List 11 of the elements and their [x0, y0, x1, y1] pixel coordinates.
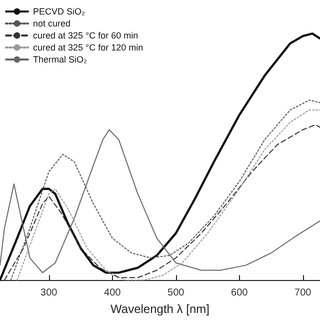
legend-label: cured at 325 °C for 60 min: [33, 30, 138, 40]
legend-label: cured at 325 °C for 120 min: [33, 42, 144, 52]
x-tick-label: 500: [168, 288, 185, 299]
legend-label: not cured: [33, 18, 71, 28]
legend-label: Thermal SiO₂: [33, 54, 88, 64]
x-tick-label: 300: [40, 288, 58, 299]
x-tick-label: 600: [231, 288, 248, 299]
legend-label: PECVD SiO₂: [33, 6, 86, 16]
x-tick-label: 400: [104, 288, 122, 299]
x-tick-label: 700: [294, 288, 312, 299]
x-axis-title: Wavelength λ [nm]: [110, 302, 210, 316]
